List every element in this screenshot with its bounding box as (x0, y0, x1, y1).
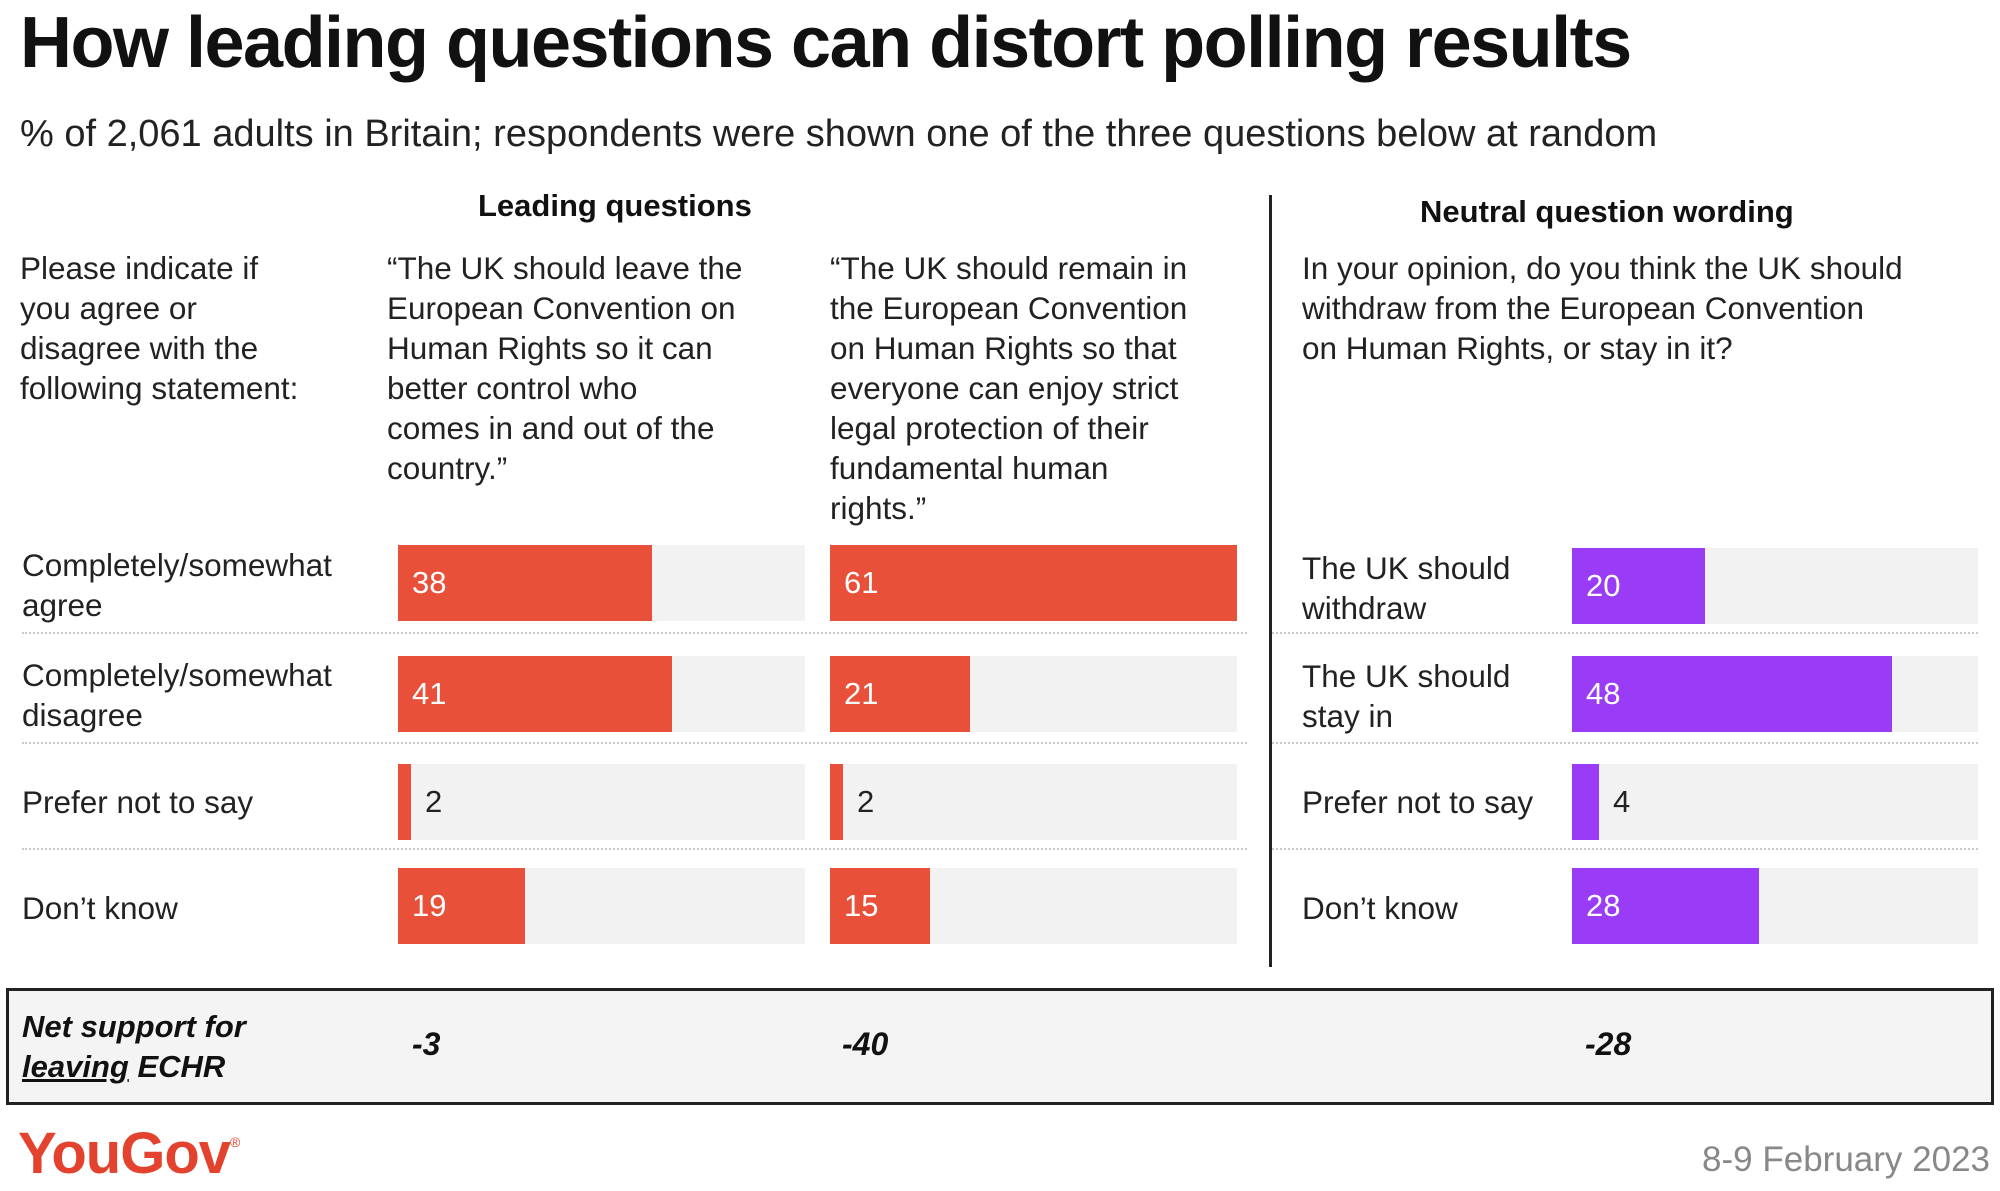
row-separator (22, 848, 1247, 850)
question-remain-text: “The UK should remain in the European Co… (830, 250, 1188, 526)
net-label-underlined: leaving (22, 1049, 129, 1084)
bar-value-label: 41 (412, 676, 447, 711)
row-label-neutral-dont-know: Don’t know (1302, 890, 1458, 926)
bar-neutral-2 (1572, 764, 1599, 840)
bar-value-label: 48 (1586, 676, 1621, 711)
row-separator (1272, 742, 1978, 744)
question-leave-text: “The UK should leave the European Conven… (387, 250, 743, 486)
bar-remain-3 (830, 868, 930, 944)
bar-track (1572, 764, 1978, 840)
neutral-question-heading: Neutral question wording (1420, 194, 1794, 229)
bar-remain-1 (830, 656, 970, 732)
bar-leave-2 (398, 764, 411, 840)
bar-remain-0 (830, 545, 1237, 621)
bar-value-label: 19 (412, 888, 447, 923)
net-value-leave: -3 (412, 1026, 441, 1062)
bar-track (830, 764, 1237, 840)
chart-subtitle: % of 2,061 adults in Britain; respondent… (20, 113, 1658, 155)
bar-leave-0 (398, 545, 652, 621)
leading-questions-heading: Leading questions (478, 188, 752, 223)
row-label-agree: Completely/somewhat agree (22, 547, 332, 623)
net-value-remain: -40 (842, 1026, 889, 1062)
bar-remain-2 (830, 764, 843, 840)
bar-value-label: 15 (844, 888, 879, 923)
net-support-box (6, 988, 1994, 1105)
bar-value-label: 2 (857, 784, 875, 819)
net-label-prefix: Net support for (22, 1009, 246, 1044)
row-separator (22, 632, 1247, 634)
bar-value-label: 28 (1586, 888, 1621, 923)
bar-value-label: 38 (412, 565, 447, 600)
bar-value-label: 4 (1613, 784, 1631, 819)
bar-value-label: 21 (844, 676, 879, 711)
bar-value-label: 20 (1586, 568, 1621, 603)
bar-track (398, 764, 805, 840)
bar-leave-1 (398, 656, 672, 732)
bar-neutral-1 (1572, 656, 1892, 732)
question-neutral-text: In your opinion, do you think the UK sho… (1302, 250, 1903, 366)
row-label-neutral-prefer-not: Prefer not to say (1302, 784, 1534, 820)
row-separator (1272, 632, 1978, 634)
row-label-withdraw: The UK should withdraw (1302, 550, 1511, 626)
bar-leave-3 (398, 868, 525, 944)
yougov-logo: YouGov® (18, 1120, 240, 1187)
chart-title: How leading questions can distort pollin… (20, 3, 1632, 83)
row-label-disagree: Completely/somewhat disagree (22, 657, 332, 733)
section-divider (1269, 195, 1272, 967)
bar-value-label: 61 (844, 565, 879, 600)
net-label-suffix: ECHR (128, 1049, 226, 1084)
logo-text: YouGov (18, 1121, 231, 1186)
row-label-dont-know: Don’t know (22, 890, 178, 926)
row-label-prefer-not: Prefer not to say (22, 784, 254, 820)
bar-neutral-3 (1572, 868, 1759, 944)
row-separator (1272, 848, 1978, 850)
row-separator (22, 742, 1247, 744)
survey-date: 8-9 February 2023 (1702, 1140, 1990, 1179)
row-label-stay-in: The UK should stay in (1302, 658, 1511, 734)
question-intro: Please indicate if you agree or disagree… (20, 250, 299, 406)
net-value-neutral: -28 (1585, 1026, 1632, 1062)
logo-registered-mark: ® (230, 1134, 240, 1150)
bar-value-label: 2 (425, 784, 443, 819)
bar-neutral-0 (1572, 548, 1705, 624)
net-support-label: Net support for leaving ECHR (22, 1007, 246, 1087)
